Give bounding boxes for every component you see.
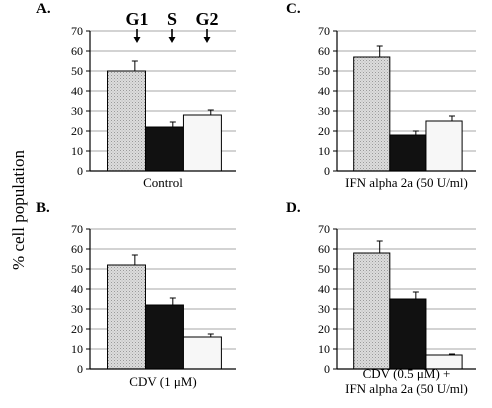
y-tick-label: 50 bbox=[71, 64, 83, 78]
y-tick-label: 20 bbox=[71, 322, 83, 336]
y-tick-label: 30 bbox=[318, 302, 330, 316]
y-tick-label: 70 bbox=[71, 24, 83, 38]
panel-label: C. bbox=[286, 1, 301, 17]
bar-g1 bbox=[107, 70, 146, 172]
chart-panels: A. 0 10 20 30 40 50 60 70 G1 S G2 Control C. 0 10 20 30 40… bbox=[36, 1, 476, 396]
chart-panel: B. 0 10 20 30 40 50 60 70 CDV (1 μM) bbox=[36, 200, 236, 389]
panel-label: A. bbox=[36, 1, 51, 17]
y-tick-label: 50 bbox=[318, 64, 330, 78]
category-arrowhead bbox=[168, 37, 176, 43]
chart-panel: D. 0 10 20 30 40 50 60 70 CDV (0.5 μM) +IFN alpha… bbox=[286, 200, 476, 396]
bar-g2 bbox=[425, 120, 463, 172]
y-tick-label: 20 bbox=[318, 322, 330, 336]
y-tick-label: 60 bbox=[318, 44, 330, 58]
category-label: G1 bbox=[125, 9, 148, 29]
bar-s bbox=[389, 298, 427, 370]
y-tick-label: 30 bbox=[71, 302, 83, 316]
y-tick-label: 20 bbox=[318, 124, 330, 138]
bar-s bbox=[144, 304, 184, 370]
bar-s bbox=[389, 134, 427, 172]
y-tick-label: 0 bbox=[324, 164, 330, 178]
bar-g1 bbox=[353, 252, 391, 370]
y-tick-label: 70 bbox=[71, 222, 83, 236]
y-tick-label: 10 bbox=[71, 342, 83, 356]
y-tick-label: 10 bbox=[318, 342, 330, 356]
y-tick-label: 10 bbox=[318, 144, 330, 158]
y-axis-label: % cell population bbox=[9, 150, 28, 270]
y-tick-label: 0 bbox=[77, 164, 83, 178]
panel-title: CDV (0.5 μM) + bbox=[363, 366, 451, 381]
panel-label: D. bbox=[286, 200, 301, 216]
panel-title-line2: IFN alpha 2a (50 U/ml) bbox=[345, 381, 468, 396]
y-tick-label: 40 bbox=[318, 282, 330, 296]
bar-g1 bbox=[107, 264, 146, 370]
panel-title: Control bbox=[143, 175, 183, 190]
y-tick-label: 60 bbox=[71, 44, 83, 58]
panel-title: IFN alpha 2a (50 U/ml) bbox=[345, 175, 468, 190]
panel-title: CDV (1 μM) bbox=[129, 374, 196, 389]
chart-panel: C. 0 10 20 30 40 50 60 70 IFN alpha 2a (50 U/ml) bbox=[286, 1, 476, 190]
y-tick-label: 40 bbox=[71, 84, 83, 98]
y-tick-label: 40 bbox=[71, 282, 83, 296]
category-label: S bbox=[167, 9, 177, 29]
chart-panel: A. 0 10 20 30 40 50 60 70 G1 S G2 Control bbox=[36, 1, 236, 190]
y-tick-label: 60 bbox=[71, 242, 83, 256]
category-label: G2 bbox=[195, 9, 218, 29]
y-tick-label: 0 bbox=[324, 362, 330, 376]
panel-label: B. bbox=[36, 200, 50, 216]
y-tick-label: 30 bbox=[318, 104, 330, 118]
category-arrowhead bbox=[203, 37, 211, 43]
y-tick-label: 70 bbox=[318, 222, 330, 236]
y-tick-label: 30 bbox=[71, 104, 83, 118]
y-tick-label: 20 bbox=[71, 124, 83, 138]
y-tick-label: 10 bbox=[71, 144, 83, 158]
y-tick-label: 50 bbox=[71, 262, 83, 276]
bar-s bbox=[144, 126, 184, 172]
y-tick-label: 70 bbox=[318, 24, 330, 38]
bar-g2 bbox=[182, 336, 222, 370]
y-tick-label: 60 bbox=[318, 242, 330, 256]
y-tick-label: 0 bbox=[77, 362, 83, 376]
y-tick-label: 40 bbox=[318, 84, 330, 98]
bar-g2 bbox=[182, 114, 222, 172]
category-arrowhead bbox=[133, 37, 141, 43]
bar-g1 bbox=[353, 56, 391, 172]
y-tick-label: 50 bbox=[318, 262, 330, 276]
